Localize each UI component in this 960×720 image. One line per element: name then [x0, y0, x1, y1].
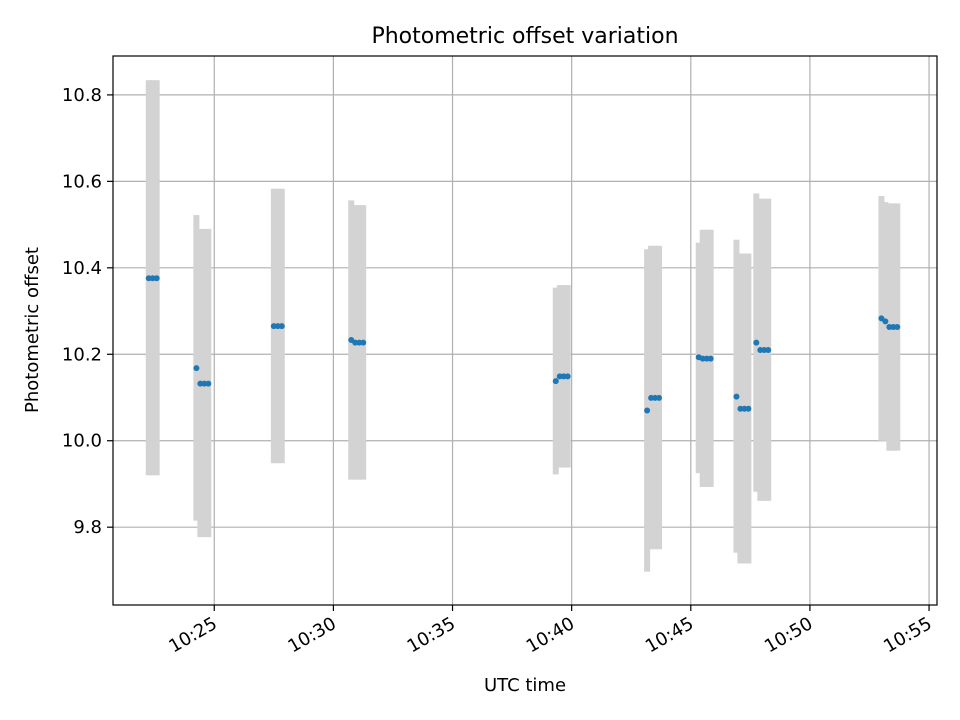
data-point [753, 339, 760, 346]
data-point [193, 365, 200, 372]
data-point [205, 380, 212, 387]
data-point [644, 407, 651, 414]
plot-frame [112, 55, 938, 606]
y-tick-label: 10.8 [62, 85, 102, 106]
data-point [564, 373, 571, 380]
data-point [894, 324, 901, 331]
data-point [360, 339, 367, 346]
data-point [733, 393, 740, 400]
data-point [745, 405, 752, 412]
y-tick-label: 10.4 [62, 258, 102, 279]
data-point [765, 346, 772, 353]
y-tick-label: 10.0 [62, 431, 102, 452]
y-axis-ticks: 9.8 10.0 10.2 10.4 10.6 10.8 [62, 85, 113, 538]
chart-title: Photometric offset variation [371, 24, 678, 49]
y-tick-label: 9.8 [73, 517, 102, 538]
grid-lines [113, 56, 937, 605]
data-point [882, 318, 889, 325]
data-point [153, 275, 160, 282]
data-point [552, 378, 559, 385]
y-tick-label: 10.2 [62, 344, 102, 365]
x-axis-label: UTC time [484, 675, 566, 696]
data-point [278, 323, 285, 330]
y-tick-label: 10.6 [62, 171, 102, 192]
data-points [145, 275, 901, 414]
y-axis-label: Photometric offset [22, 247, 43, 413]
data-point [656, 394, 663, 401]
data-point [707, 355, 714, 362]
